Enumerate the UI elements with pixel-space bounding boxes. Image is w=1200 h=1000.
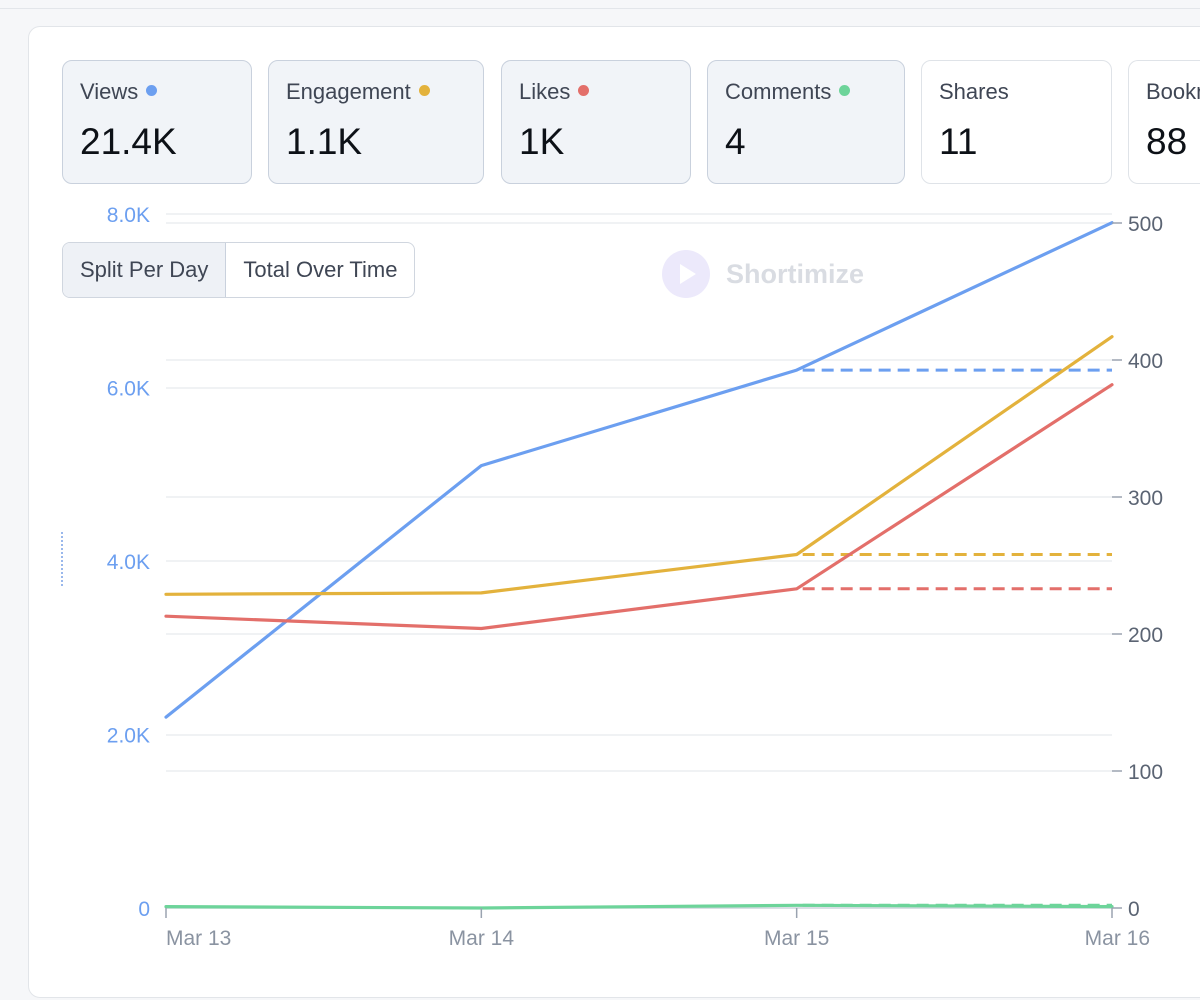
y-right-tick-label: 400: [1128, 350, 1163, 373]
y-right-tick-label: 0: [1128, 898, 1140, 921]
y-left-tick-label: 8.0K: [107, 204, 150, 227]
y-left-tick-label: 2.0K: [107, 725, 150, 748]
stat-label: Shares: [939, 79, 1009, 104]
y-right-tick-label: 500: [1128, 213, 1163, 236]
stat-label: Views: [80, 79, 158, 105]
shortimize-logo-icon: [662, 250, 710, 298]
y-left-tick-label: 6.0K: [107, 378, 150, 401]
series-line-likes: [164, 383, 1114, 631]
view-mode-toggle: Split Per Day Total Over Time: [62, 242, 416, 298]
top-divider: [0, 8, 1200, 9]
stat-value: 1K: [519, 121, 565, 162]
dotted-marker: [61, 532, 63, 586]
watermark: Shortimize: [662, 250, 864, 298]
y-right-tick-label: 300: [1128, 487, 1163, 510]
views-dot-icon: [146, 85, 158, 96]
y-right-tick-label: 100: [1128, 761, 1163, 784]
likes-dot-icon: [578, 85, 590, 96]
stat-card-bookmarks[interactable]: Bookmarks 88: [1128, 60, 1200, 184]
y-left-tick-label: 0: [138, 898, 150, 921]
series-line-engagement: [164, 335, 1114, 596]
stat-card-engagement[interactable]: Engagement 1.1K: [268, 60, 484, 184]
total-over-time-button[interactable]: Total Over Time: [243, 257, 398, 282]
x-tick-label: Mar 14: [449, 927, 515, 950]
stat-card-likes[interactable]: Likes 1K: [501, 60, 691, 184]
x-tick-label: Mar 13: [166, 927, 231, 950]
y-right-tick-label: 200: [1128, 624, 1163, 647]
stat-card-shares[interactable]: Shares 11: [921, 60, 1112, 184]
stat-value: 1.1K: [286, 121, 363, 162]
split-per-day-button[interactable]: Split Per Day: [63, 243, 227, 297]
stat-card-views[interactable]: Views 21.4K: [62, 60, 252, 184]
stat-value: 88: [1146, 121, 1188, 162]
stat-label: Likes: [519, 79, 590, 105]
stat-label: Engagement: [286, 79, 430, 105]
y-left-tick-label: 4.0K: [107, 551, 150, 574]
x-tick-label: Mar 16: [1085, 927, 1150, 950]
comments-dot-icon: [839, 85, 851, 96]
series-line-comments: [164, 903, 1114, 910]
stat-label: Bookmarks: [1146, 79, 1200, 104]
engagement-dot-icon: [418, 85, 430, 96]
stat-value: 4: [725, 121, 746, 162]
analytics-card: [28, 26, 1200, 998]
stat-label: Comments: [725, 79, 851, 105]
watermark-text: Shortimize: [726, 258, 865, 289]
x-tick-label: Mar 15: [764, 927, 829, 950]
stat-value: 11: [939, 121, 978, 162]
stat-card-comments[interactable]: Comments 4: [707, 60, 905, 184]
stat-value: 21.4K: [80, 121, 177, 162]
series-line-views: [164, 221, 1114, 719]
